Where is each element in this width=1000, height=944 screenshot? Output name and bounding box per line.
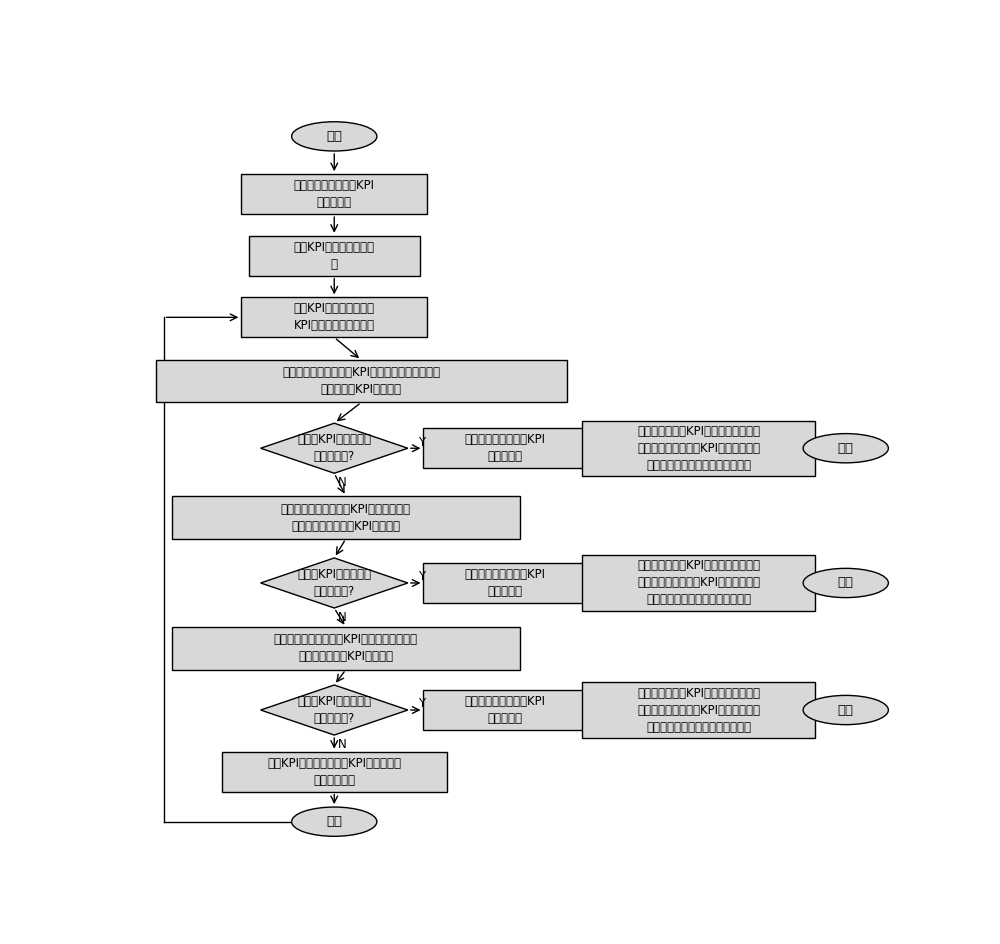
FancyBboxPatch shape (582, 683, 815, 738)
Text: 发电层KPI归一化值差
别超过阈值?: 发电层KPI归一化值差 别超过阈值? (297, 695, 371, 725)
FancyBboxPatch shape (172, 497, 520, 539)
Text: Y: Y (418, 435, 425, 448)
Polygon shape (261, 685, 408, 735)
FancyBboxPatch shape (172, 627, 520, 669)
Text: 并网层KPI归一化值差
别超过阈值?: 并网层KPI归一化值差 别超过阈值? (297, 433, 371, 464)
Text: N: N (338, 611, 346, 624)
Text: N: N (338, 476, 346, 489)
FancyBboxPatch shape (423, 563, 586, 603)
Text: 找到并网层设备KPI归一化值与最优电
站并网层相应设备的KPI归一化值差别
超过阈值的设备，标定为故障设备: 找到并网层设备KPI归一化值与最优电 站并网层相应设备的KPI归一化值差别 超过… (637, 425, 760, 472)
Polygon shape (261, 423, 408, 473)
Text: Y: Y (418, 698, 425, 711)
Text: 分别比较变流层设备KPI
的归一化值: 分别比较变流层设备KPI 的归一化值 (464, 568, 545, 598)
Text: 计算电站的电网变流层KPI归一化值与最
优电站的电网变流层KPI归一化值: 计算电站的电网变流层KPI归一化值与最 优电站的电网变流层KPI归一化值 (281, 502, 411, 532)
FancyBboxPatch shape (222, 751, 447, 792)
FancyBboxPatch shape (582, 420, 815, 476)
FancyBboxPatch shape (582, 555, 815, 611)
Text: 结束: 结束 (326, 816, 342, 828)
Ellipse shape (803, 568, 888, 598)
FancyBboxPatch shape (241, 174, 427, 214)
FancyBboxPatch shape (423, 690, 586, 730)
Text: 计算电站的电网发垫层KPI归一化值与最优电
站的电网发电层KPI归一化值: 计算电站的电网发垫层KPI归一化值与最优电 站的电网发电层KPI归一化值 (274, 633, 418, 664)
Text: N: N (338, 738, 346, 750)
Text: 找到变流层设备KPI归一化值与最优电
站变流层相应设备的KPI归一化值差别
超过阈值的设备，标定为故障设备: 找到变流层设备KPI归一化值与最优电 站变流层相应设备的KPI归一化值差别 超过… (637, 560, 760, 606)
Ellipse shape (292, 807, 377, 836)
Text: 找出KPI归一化值与最优KPI差别超过阈
值的下一电站: 找出KPI归一化值与最优KPI差别超过阈 值的下一电站 (267, 757, 401, 786)
Ellipse shape (803, 433, 888, 463)
Text: 结束: 结束 (838, 703, 854, 716)
Text: 分别比较发电层设备KPI
的归一化值: 分别比较发电层设备KPI 的归一化值 (464, 695, 545, 725)
FancyBboxPatch shape (423, 429, 586, 468)
Ellipse shape (292, 122, 377, 151)
Text: 变流层KPI归一化值差
别超过阈值?: 变流层KPI归一化值差 别超过阈值? (297, 568, 371, 598)
Text: 结束: 结束 (838, 442, 854, 455)
Text: 找出KPI归一化值最优电
站: 找出KPI归一化值最优电 站 (294, 241, 375, 271)
Text: 计算电站的电网并网层KPI归一化值与最优电站的
电网变网层KPI归一化值: 计算电站的电网并网层KPI归一化值与最优电站的 电网变网层KPI归一化值 (282, 366, 440, 396)
Ellipse shape (803, 696, 888, 725)
Text: 结束: 结束 (838, 577, 854, 589)
Text: 开始: 开始 (326, 130, 342, 143)
Text: Y: Y (418, 570, 425, 583)
Text: 找到发电层设备KPI归一化值与最优电
站发电层相应设备的KPI归一化值差别
超过阈值的设备，标定为故障设备: 找到发电层设备KPI归一化值与最优电 站发电层相应设备的KPI归一化值差别 超过… (637, 686, 760, 733)
FancyBboxPatch shape (156, 360, 567, 402)
Polygon shape (261, 558, 408, 608)
FancyBboxPatch shape (249, 236, 420, 276)
Text: 分别比较并网层设备KPI
的归一化值: 分别比较并网层设备KPI 的归一化值 (464, 433, 545, 464)
FancyBboxPatch shape (241, 297, 427, 337)
Text: 找出KPI归一化值与最优
KPI差别超过阈值的电站: 找出KPI归一化值与最优 KPI差别超过阈值的电站 (294, 302, 375, 332)
Text: 集团层面计算各电站KPI
的归一化值: 集团层面计算各电站KPI 的归一化值 (294, 179, 375, 210)
